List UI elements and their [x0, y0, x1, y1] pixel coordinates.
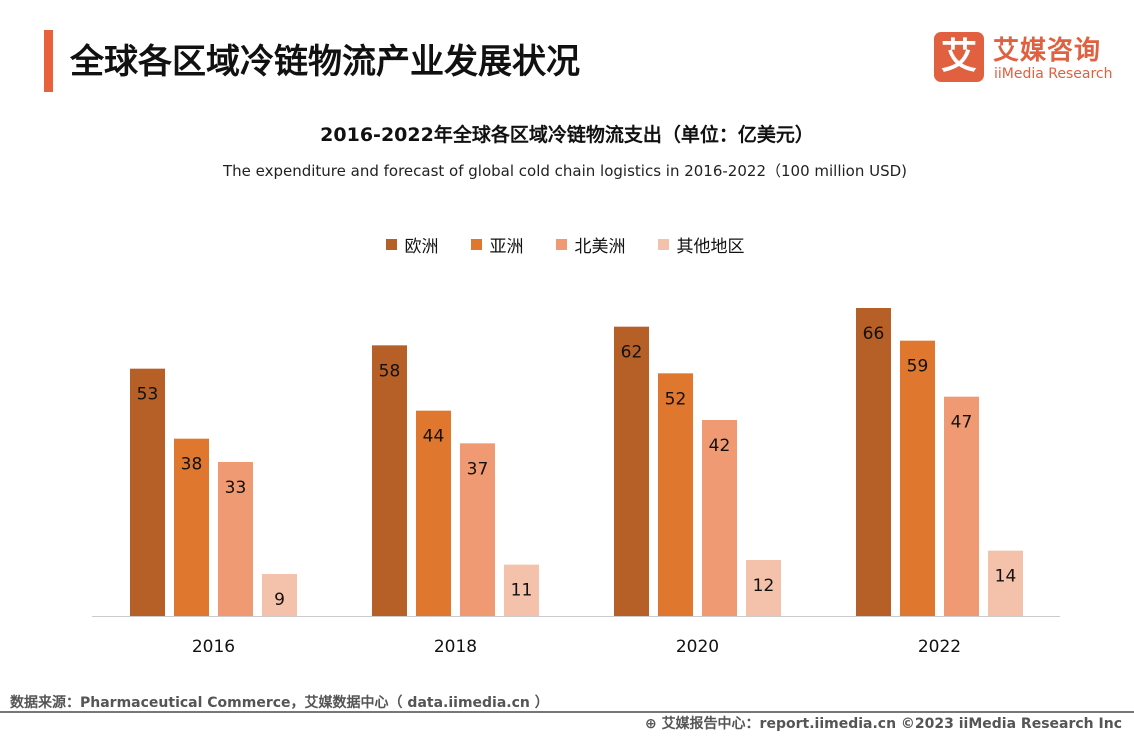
- data-label: 58: [379, 361, 401, 381]
- bar: [614, 326, 649, 616]
- data-label: 11: [511, 581, 533, 601]
- logo-mark: 艾: [934, 32, 984, 82]
- bar-chart: 53 38 33 9 2016 58 44 37 11 2018 62 52 42 12 2020 66 59 4…: [92, 308, 1060, 657]
- data-label: 38: [181, 455, 203, 475]
- data-label: 62: [621, 343, 643, 363]
- legend-swatch: [657, 239, 669, 250]
- bar: [262, 574, 297, 616]
- data-label: 33: [225, 478, 247, 498]
- data-label: 52: [665, 389, 687, 409]
- legend-item: 其他地区: [657, 232, 745, 257]
- bar: [174, 438, 209, 616]
- data-label: 14: [995, 567, 1017, 587]
- bar: [988, 550, 1023, 616]
- data-label: 53: [137, 385, 159, 405]
- data-label: 37: [467, 459, 489, 479]
- bar: [856, 308, 891, 616]
- legend-label: 其他地区: [676, 237, 745, 257]
- legend-item: 欧洲: [385, 232, 439, 257]
- globe-icon: ⊕: [644, 716, 662, 732]
- x-tick-label: 2016: [192, 637, 235, 657]
- legend: 欧洲 亚洲 北美洲 其他地区: [0, 232, 1130, 257]
- data-label: 12: [753, 576, 775, 596]
- bar: [416, 410, 451, 616]
- source-note: 数据来源：Pharmaceutical Commerce，艾媒数据中心（ dat…: [10, 695, 549, 711]
- chart-title: 2016-2022年全球各区域冷链物流支出（单位：亿美元）: [320, 124, 814, 146]
- legend-item: 北美洲: [555, 232, 626, 257]
- bar: [372, 345, 407, 616]
- page-title: 全球各区域冷链物流产业发展状况: [70, 42, 580, 82]
- bar: [746, 560, 781, 616]
- legend-swatch: [555, 239, 567, 250]
- legend-label: 欧洲: [404, 237, 439, 257]
- legend-item: 亚洲: [470, 232, 524, 257]
- x-tick-label: 2018: [434, 637, 477, 657]
- data-label: 42: [709, 436, 731, 456]
- data-label: 47: [951, 413, 973, 433]
- legend-swatch: [470, 239, 482, 250]
- bar: [658, 373, 693, 616]
- x-tick-label: 2022: [918, 637, 961, 657]
- logo-text-cn: 艾媒咨询: [993, 36, 1102, 66]
- bar: [900, 340, 935, 616]
- title-accent-bar: [44, 30, 53, 92]
- bar: [460, 443, 495, 616]
- logo-text-en: iiMedia Research: [994, 66, 1113, 82]
- legend-swatch: [385, 239, 397, 250]
- data-label: 44: [423, 427, 445, 447]
- footer-credit-text: 艾媒报告中心：report.iimedia.cn ©2023 iiMedia R…: [661, 716, 1122, 732]
- data-label: 9: [274, 590, 285, 610]
- bar: [944, 396, 979, 616]
- legend-label: 亚洲: [489, 237, 524, 257]
- legend-label: 北美洲: [574, 237, 626, 257]
- chart-subtitle: The expenditure and forecast of global c…: [222, 162, 908, 180]
- bar: [130, 368, 165, 616]
- bar: [504, 564, 539, 616]
- data-label: 66: [863, 324, 885, 344]
- bar: [218, 462, 253, 616]
- x-tick-label: 2020: [676, 637, 719, 657]
- bar: [702, 420, 737, 616]
- footer-credit: ⊕ 艾媒报告中心：report.iimedia.cn ©2023 iiMedia…: [645, 713, 1122, 733]
- footer-divider: [0, 711, 1134, 713]
- data-label: 59: [907, 357, 929, 377]
